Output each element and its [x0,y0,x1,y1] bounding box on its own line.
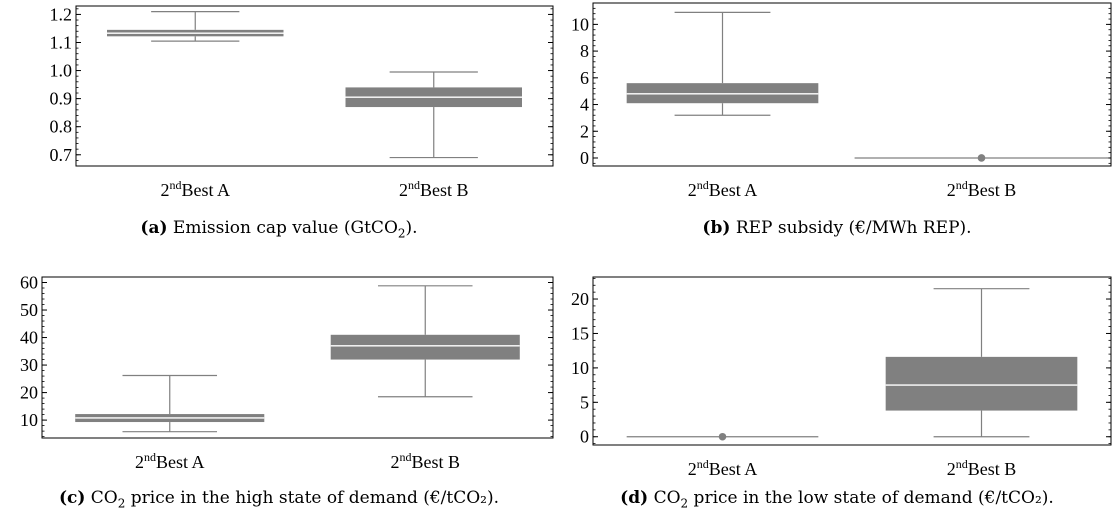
category-label: 2ndBest A [160,178,230,200]
y-tick-label: 20 [571,289,589,309]
caption-text: CO [653,488,681,508]
caption-a: (a) Emission cap value (GtCO2). [0,218,558,240]
caption-sub: 2 [117,496,126,511]
caption-sub: 2 [680,496,689,511]
caption-tail: ). [405,218,418,238]
box-best-b [345,71,522,159]
caption-tail: price in the high state of demand (€/tCO… [125,488,500,508]
y-tick-label: 0.7 [50,145,73,165]
y-tick-label: 10 [571,358,589,378]
caption-letter: (c) [58,488,86,508]
y-tick-label: 0.8 [50,117,73,137]
caption-letter: (b) [702,218,731,238]
category-label: 2ndBest B [390,450,460,472]
panel-d: 0 5 10 15 20 2ndBest A 2ndBest B (d) CO2 price… [558,270,1116,521]
panel-a: 0.7 0.8 0.9 1.0 1.1 1.2 2ndBest A 2ndBest B (a)… [0,0,558,260]
category-label: 2ndBest B [947,457,1017,479]
box-best-a [75,374,265,433]
y-tick-label: 40 [20,328,38,348]
outlier-point [977,154,986,162]
y-tick-label: 4 [580,95,589,115]
caption-sub: 2 [397,226,406,241]
caption-text: Emission cap value (GtCO [172,218,398,238]
box-iqr [330,334,520,360]
category-label: 2ndBest A [688,178,758,200]
y-tick-label: 5 [580,392,589,412]
chart-d: 0 5 10 15 20 2ndBest A 2ndBest B [571,276,1112,479]
caption-text: CO [90,488,118,508]
box-best-a [107,11,284,42]
caption-letter: (d) [620,488,649,508]
category-label: 2ndBest B [399,178,469,200]
category-label: 2ndBest A [135,450,205,472]
y-tick-label: 50 [20,300,38,320]
y-tick-label: 15 [571,323,589,343]
y-tick-label: 0 [580,148,589,168]
axes-frame [592,2,1112,167]
box-iqr [885,356,1078,411]
caption-text: REP subsidy (€/MWh REP). [735,218,972,238]
box-best-a [626,432,819,441]
y-tick-label: 1.2 [50,4,73,24]
panel-b: 0 2 4 6 8 10 2ndBest A 2ndBest B (b) REP subsid… [558,0,1116,260]
caption-tail: price in the low state of demand (€/tCO₂… [688,488,1054,508]
caption-b: (b) REP subsidy (€/MWh REP). [558,218,1116,240]
box-best-b [885,288,1078,438]
caption-c: (c) CO2 price in the high state of deman… [0,488,558,510]
outlier-point [718,432,727,441]
box-best-b [854,154,1109,162]
y-tick-label: 1.1 [50,32,73,52]
category-label: 2ndBest A [688,457,758,479]
y-tick-label: 60 [20,273,38,293]
y-tick-label: 8 [580,41,589,61]
caption-d: (d) CO2 price in the low state of demand… [558,488,1116,510]
y-tick-label: 1.0 [50,61,73,81]
axes-frame [41,276,554,439]
y-tick-label: 0.9 [50,89,73,109]
category-label: 2ndBest B [947,178,1017,200]
caption-letter: (a) [140,218,168,238]
panel-c: 10 20 30 40 50 60 2ndBest A 2ndBest B (c) CO2 p… [0,270,558,521]
chart-c: 10 20 30 40 50 60 2ndBest A 2ndBest B [20,273,554,472]
chart-b: 0 2 4 6 8 10 2ndBest A 2ndBest B [571,2,1112,200]
y-tick-label: 30 [20,355,38,375]
y-tick-label: 10 [571,14,589,34]
chart-a: 0.7 0.8 0.9 1.0 1.1 1.2 2ndBest A 2ndBest B [50,4,554,200]
y-tick-label: 0 [580,427,589,447]
box-best-b [330,285,520,398]
y-tick-label: 2 [580,121,589,141]
y-tick-label: 6 [580,68,589,88]
y-tick-label: 20 [20,383,38,403]
y-tick-label: 10 [20,410,38,430]
axes-frame [75,5,554,167]
box-best-a [626,11,819,116]
